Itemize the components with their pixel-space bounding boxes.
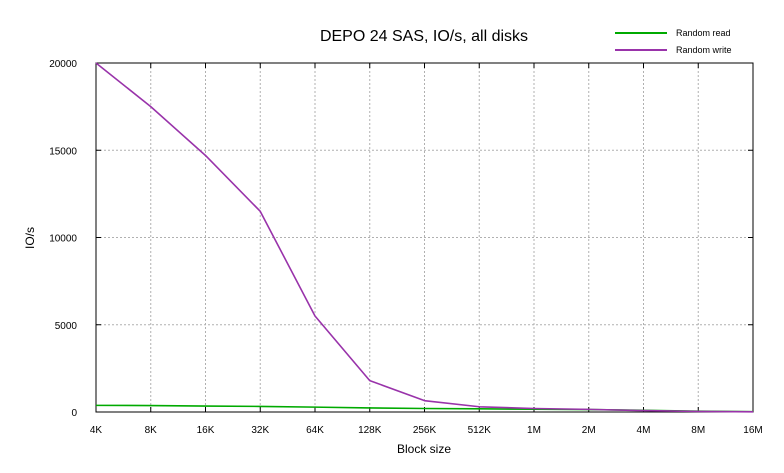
y-tick-label: 10000 bbox=[49, 234, 77, 245]
grid bbox=[96, 63, 753, 412]
x-tick-label: 128K bbox=[358, 425, 382, 436]
legend-label: Random write bbox=[676, 45, 732, 55]
y-axis-label: IO/s bbox=[23, 227, 37, 249]
legend: Random read Random write bbox=[615, 28, 732, 55]
x-axis: 4K 8K 16K 32K 64K 128K 256K 512K 1M 2M 4M 8M 16M bbox=[90, 63, 763, 436]
x-tick-label: 64K bbox=[306, 425, 324, 436]
series-lines bbox=[95, 62, 754, 413]
series-line-random-write bbox=[95, 62, 754, 413]
x-tick-label: 16M bbox=[743, 425, 762, 436]
x-tick-label: 1M bbox=[527, 425, 541, 436]
x-axis-label: Block size bbox=[397, 442, 451, 456]
x-tick-label: 8M bbox=[691, 425, 705, 436]
y-tick-label: 20000 bbox=[49, 59, 77, 70]
y-tick-label: 0 bbox=[71, 408, 77, 419]
y-tick-label: 5000 bbox=[55, 321, 78, 332]
x-tick-label: 512K bbox=[468, 425, 492, 436]
x-tick-label: 32K bbox=[251, 425, 269, 436]
x-tick-label: 16K bbox=[197, 425, 215, 436]
y-tick-label: 15000 bbox=[49, 146, 77, 157]
x-tick-label: 256K bbox=[413, 425, 437, 436]
legend-label: Random read bbox=[676, 28, 731, 38]
x-tick-label: 2M bbox=[582, 425, 596, 436]
chart-title: DEPO 24 SAS, IO/s, all disks bbox=[320, 28, 528, 45]
y-axis: 0 5000 10000 15000 20000 bbox=[49, 59, 753, 419]
x-tick-label: 4M bbox=[637, 425, 651, 436]
x-tick-label: 4K bbox=[90, 425, 103, 436]
x-tick-label: 8K bbox=[145, 425, 158, 436]
